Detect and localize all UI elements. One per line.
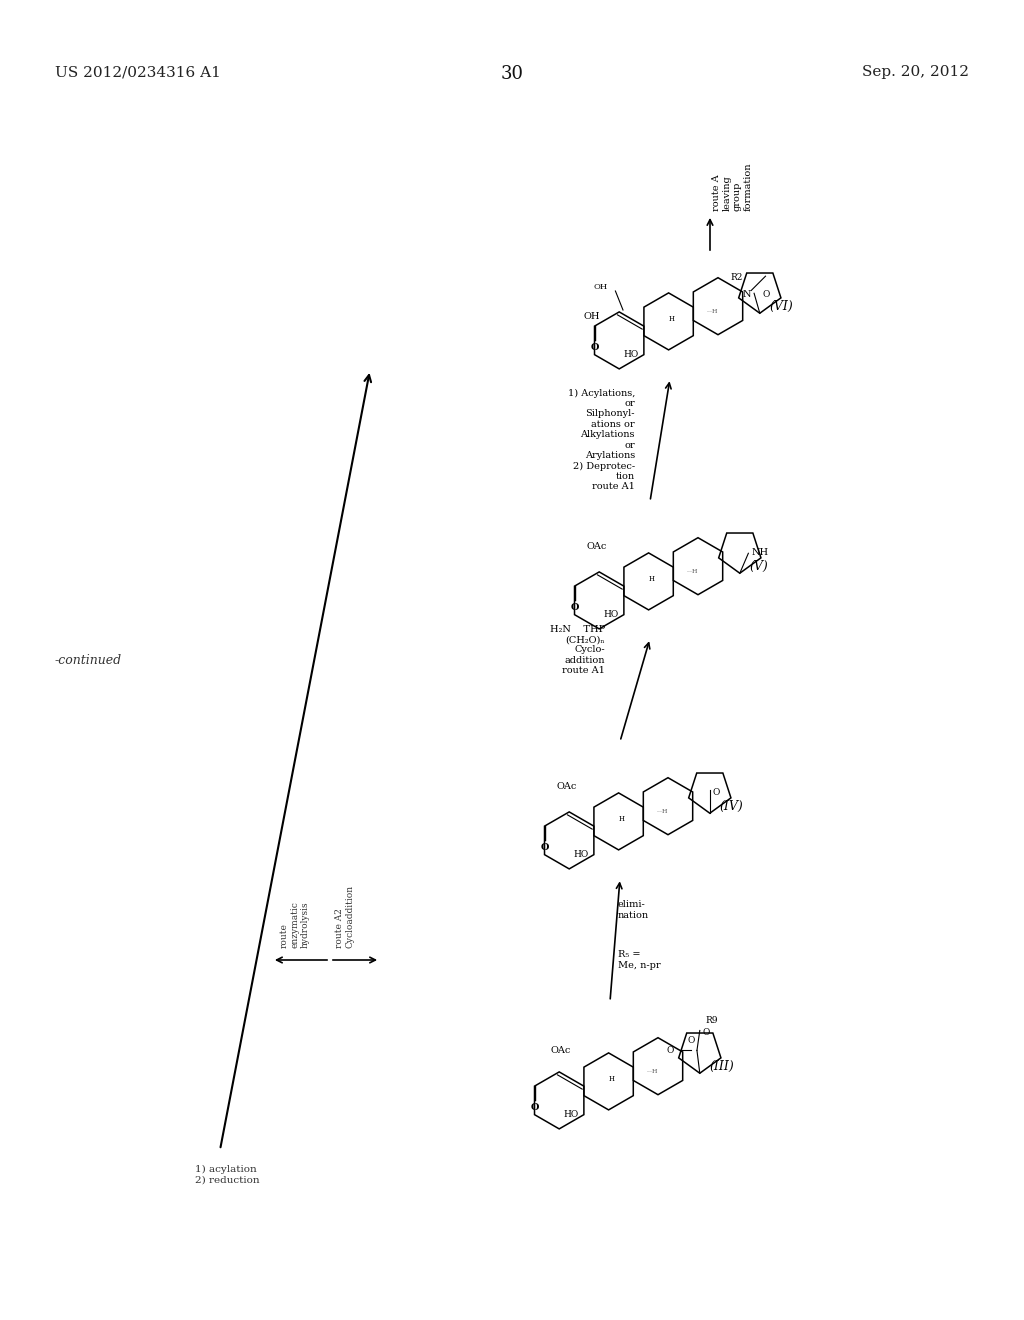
Text: O: O [590,343,599,352]
Text: route
enzymatic
hydrolysis: route enzymatic hydrolysis [280,902,310,948]
Text: HO: HO [624,350,639,359]
Text: H: H [648,574,654,582]
Text: H₂N    THP
(CH₂O)ₙ
Cyclo-
addition
route A1: H₂N THP (CH₂O)ₙ Cyclo- addition route A1 [550,624,605,676]
Text: HO: HO [573,850,589,859]
Text: O: O [530,1104,539,1113]
Text: ···H: ···H [646,1069,658,1074]
Text: US 2012/0234316 A1: US 2012/0234316 A1 [55,65,221,79]
Text: OAc: OAc [587,543,607,550]
Text: H: H [608,1074,614,1082]
Text: N: N [742,290,752,300]
Text: 1) Acylations,
or
Silphonyl-
ations or
Alkylations
or
Arylations
2) Deprotec-
ti: 1) Acylations, or Silphonyl- ations or A… [567,388,635,491]
Text: R₅ =
Me, n-pr: R₅ = Me, n-pr [618,950,660,970]
Text: O: O [763,290,770,300]
Text: Sep. 20, 2012: Sep. 20, 2012 [862,65,969,79]
Text: O: O [570,603,579,612]
Text: (V): (V) [750,560,768,573]
Text: OH: OH [594,284,608,292]
Text: route A2
Cycloaddition: route A2 Cycloaddition [335,884,354,948]
Text: OAc: OAc [556,781,577,791]
Text: O: O [687,1036,695,1044]
Text: 1) acylation
2) reduction: 1) acylation 2) reduction [195,1166,260,1184]
Text: route A
leaving
group
formation: route A leaving group formation [712,162,753,211]
Text: 30: 30 [501,65,523,83]
Text: H: H [618,814,625,822]
Text: -continued: -continued [55,653,122,667]
Text: O: O [702,1028,710,1036]
Text: H: H [669,314,675,322]
Text: O: O [713,788,720,796]
Text: ···H: ···H [707,309,718,314]
Text: NH: NH [752,548,768,557]
Text: elimi-
nation: elimi- nation [618,900,649,920]
Text: R9: R9 [706,1016,718,1026]
Text: (VI): (VI) [769,300,793,313]
Text: O: O [541,843,549,853]
Text: ···H: ···H [656,809,668,814]
Text: O: O [667,1045,674,1055]
Text: ···H: ···H [687,569,698,574]
Text: (III): (III) [710,1060,734,1073]
Text: HO: HO [603,610,618,619]
Text: R2: R2 [730,273,742,282]
Text: OH: OH [584,313,600,321]
Text: HO: HO [563,1110,579,1119]
Text: (IV): (IV) [719,800,743,813]
Text: OAc: OAc [550,1045,570,1055]
